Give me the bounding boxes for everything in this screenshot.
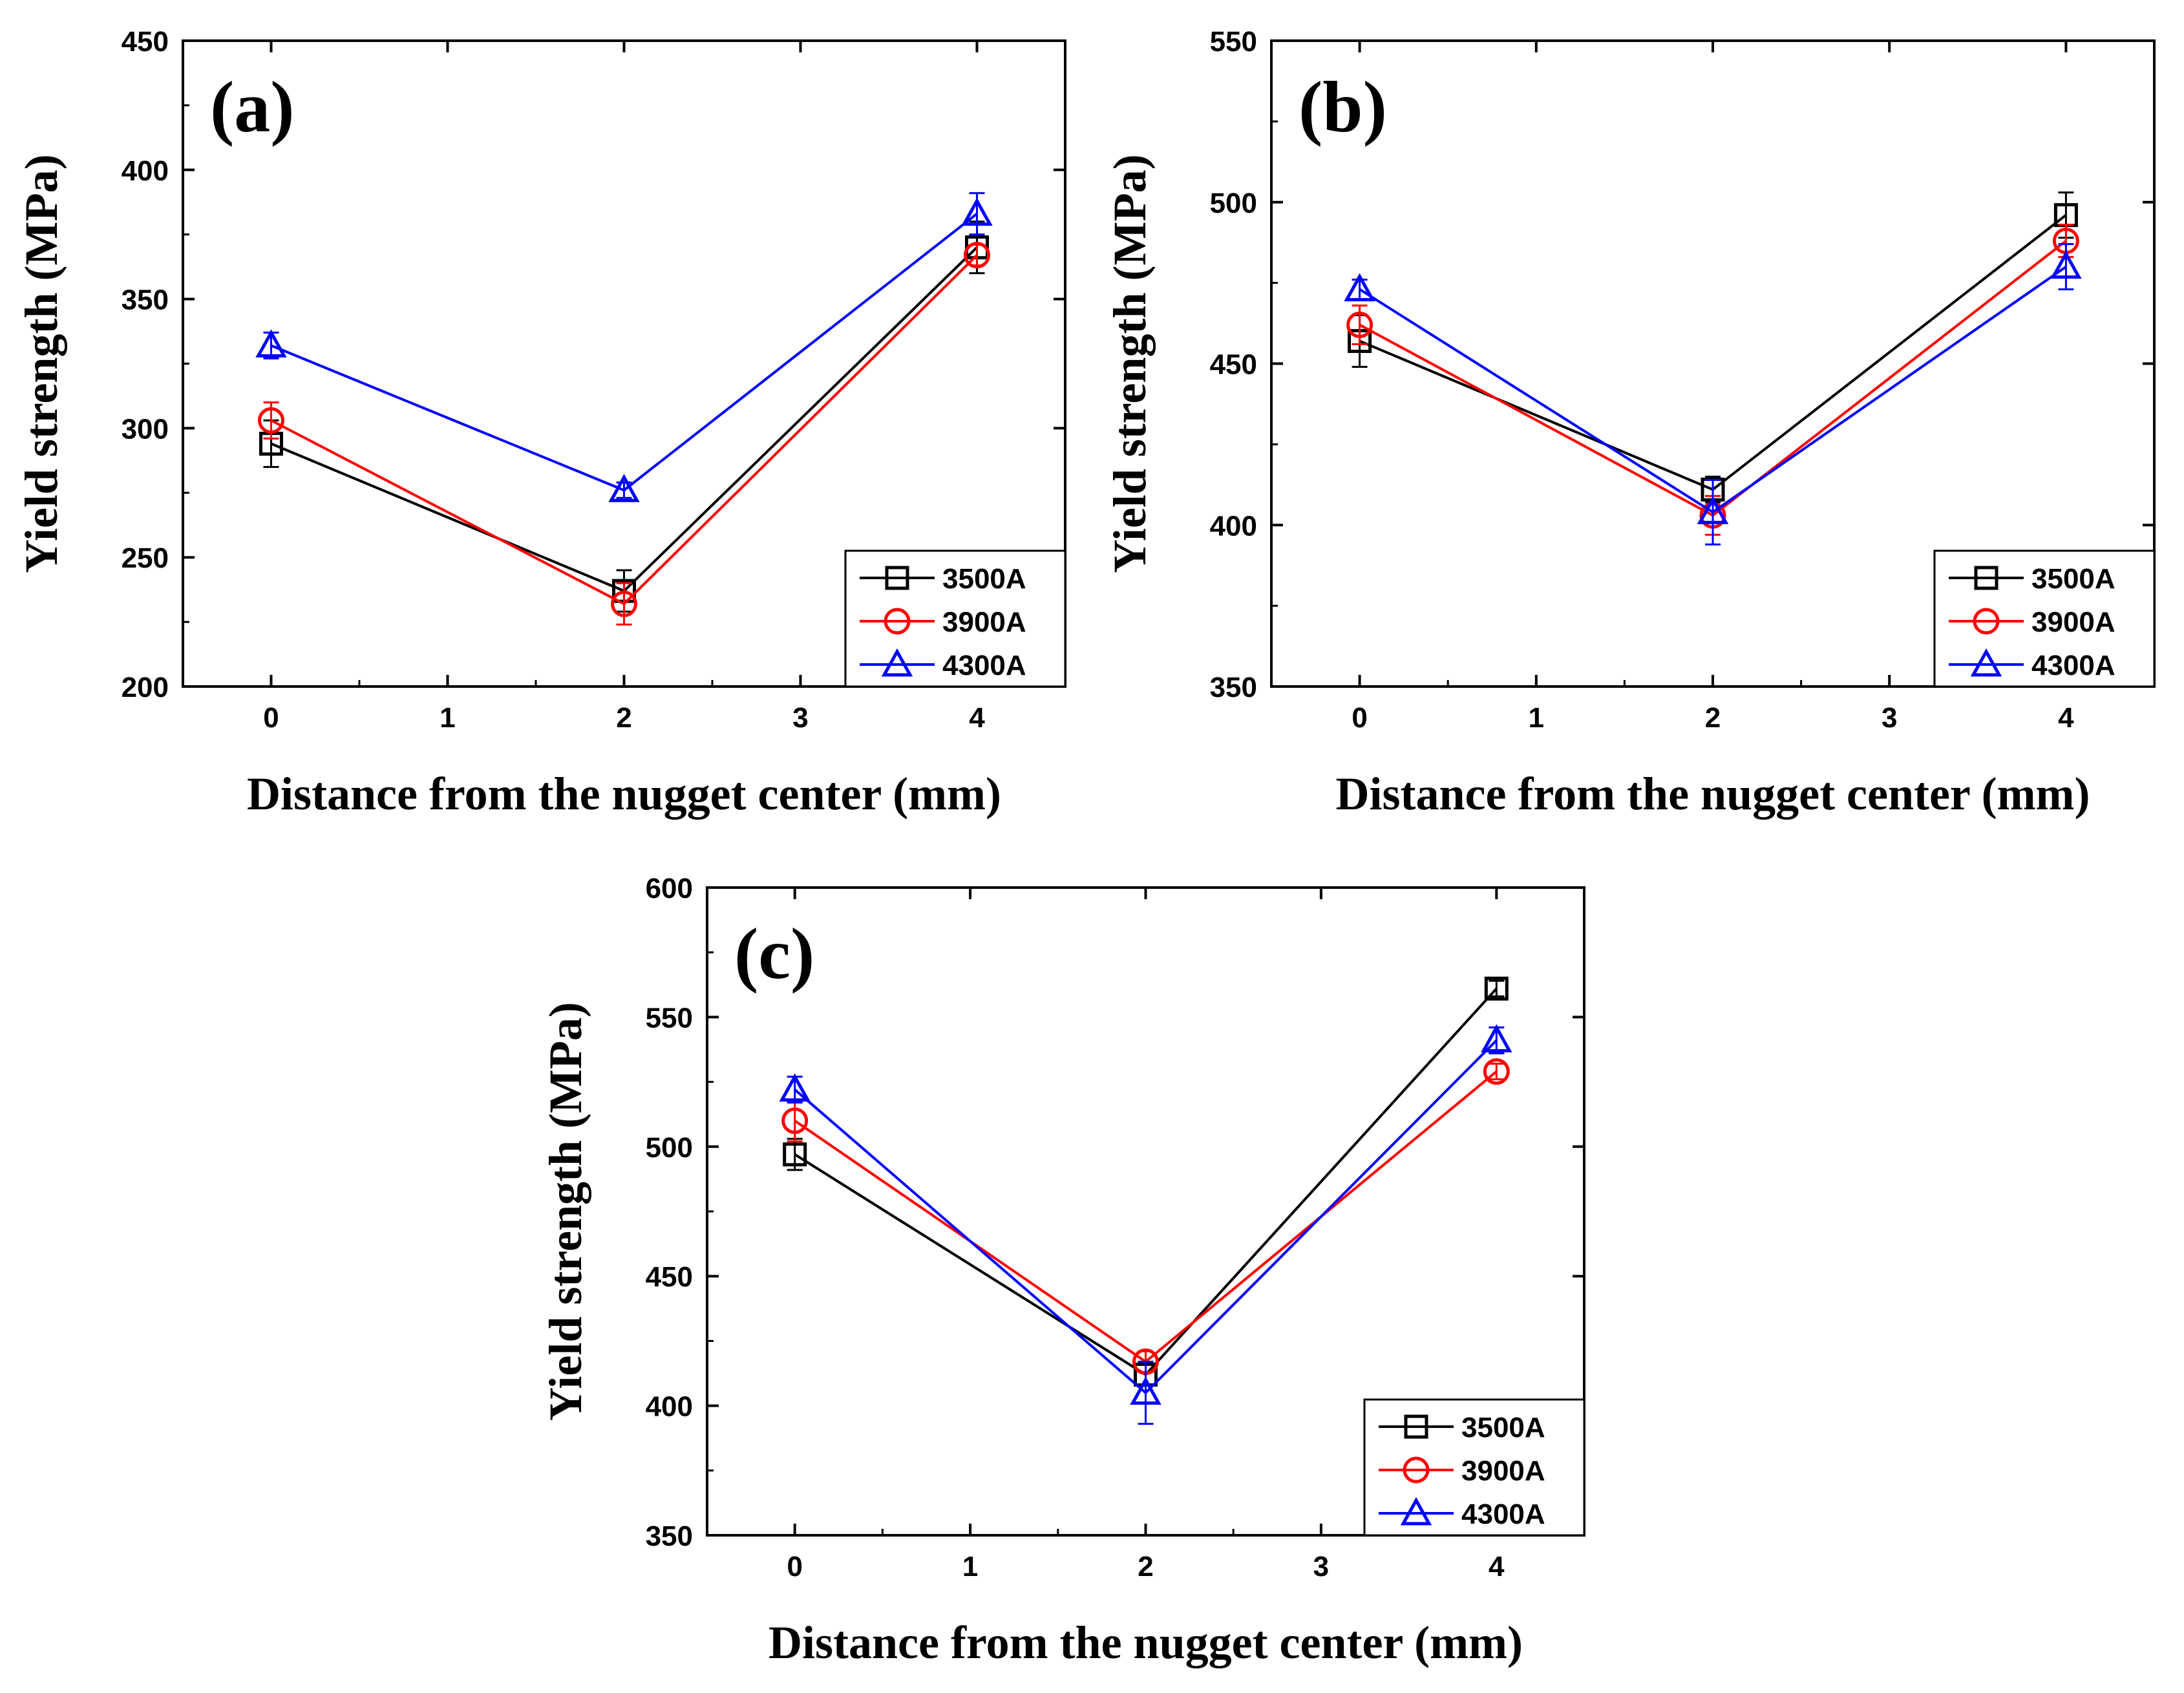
series-line-4300A xyxy=(1359,266,2067,514)
x-tick-label: 3 xyxy=(792,702,808,734)
legend-marker-4300A xyxy=(1970,648,2002,677)
legend-label-4300A: 4300A xyxy=(1461,1498,1545,1530)
x-axis-title: Distance from the nugget center (mm) xyxy=(769,1617,1523,1668)
legend-marker-3900A xyxy=(884,608,911,635)
legend-marker-3500A xyxy=(1404,1414,1428,1439)
x-tick-label: 3 xyxy=(1313,1551,1329,1582)
y-tick-label: 500 xyxy=(646,1132,693,1164)
x-tick-label: 0 xyxy=(1352,702,1367,734)
y-tick-label: 400 xyxy=(1210,510,1257,542)
chart-panel-c: 0 1 2 3 4 350 400 450 500 550 600 Distance from the… xyxy=(540,873,1585,1668)
x-tick-label: 1 xyxy=(1529,702,1544,734)
y-tick-label: 200 xyxy=(122,672,169,703)
y-tick-label: 350 xyxy=(122,284,169,316)
data-point-4300A xyxy=(2050,250,2082,279)
data-point-4300A xyxy=(961,197,993,226)
y-axis-title: Yield strength (MPa) xyxy=(540,1002,591,1421)
x-tick-label: 2 xyxy=(1705,702,1721,734)
data-point-4300A xyxy=(1130,1376,1161,1405)
y-tick-label: 550 xyxy=(646,1002,693,1034)
x-tick-label: 3 xyxy=(1882,702,1897,734)
legend-label-3900A: 3900A xyxy=(942,606,1026,638)
data-point-4300A xyxy=(1697,496,1729,524)
x-tick-label: 2 xyxy=(616,702,631,734)
y-tick-label: 400 xyxy=(122,155,169,187)
legend: 3500A 3900A 4300A xyxy=(1363,1398,1585,1537)
legend-marker-3500A xyxy=(1974,566,1998,590)
y-tick-label: 350 xyxy=(646,1520,693,1552)
data-point-3500A xyxy=(783,1142,807,1167)
y-tick-label: 250 xyxy=(122,542,169,574)
chart-panel-b: 0 1 2 3 4 350 400 450 500 550 Distance from the nu… xyxy=(1104,26,2156,820)
y-tick-label: 400 xyxy=(646,1391,693,1423)
data-point-3900A xyxy=(781,1107,809,1134)
y-tick-label: 450 xyxy=(1210,349,1257,381)
series-line-3900A xyxy=(1359,240,2067,517)
legend: 3500A 3900A 4300A xyxy=(1933,549,2156,688)
x-tick-label: 2 xyxy=(1138,1551,1153,1582)
x-tick-label: 0 xyxy=(263,702,279,734)
y-tick-label: 550 xyxy=(1210,26,1257,58)
series-4300A xyxy=(255,192,993,502)
series-3500A xyxy=(1348,191,2078,504)
legend-marker-3900A xyxy=(1403,1456,1430,1484)
chart-panel-a: 0 1 2 3 4 200 250 300 350 400 450 Distance from the… xyxy=(16,26,1066,820)
legend-label-3500A: 3500A xyxy=(1461,1412,1545,1443)
series-line-4300A xyxy=(794,1039,1498,1395)
data-point-3900A xyxy=(1346,312,1373,339)
y-tick-label: 350 xyxy=(1210,672,1257,703)
series-4300A xyxy=(779,1024,1512,1425)
legend-label-3500A: 3500A xyxy=(2031,563,2115,595)
x-tick-label: 0 xyxy=(787,1551,802,1582)
data-point-3500A xyxy=(1484,976,1509,1001)
series-line-3500A xyxy=(1359,214,2067,491)
legend-marker-3500A xyxy=(885,566,909,590)
legend-label-3500A: 3500A xyxy=(942,563,1026,595)
data-point-4300A xyxy=(1481,1024,1512,1052)
x-tick-label: 1 xyxy=(440,702,455,734)
data-point-3900A xyxy=(258,407,284,434)
panel-label: (b) xyxy=(1299,67,1387,147)
series-4300A xyxy=(1344,243,2082,546)
legend-marker-4300A xyxy=(881,648,913,677)
x-axis-title: Distance from the nugget center (mm) xyxy=(1335,768,2090,820)
legend-label-4300A: 4300A xyxy=(942,650,1026,681)
series-line-3500A xyxy=(270,246,978,593)
legend-label-4300A: 4300A xyxy=(2031,650,2115,681)
data-point-4300A xyxy=(255,329,287,358)
data-point-3900A xyxy=(1483,1058,1510,1085)
x-tick-label: 4 xyxy=(969,702,985,734)
legend-marker-3900A xyxy=(1973,608,2000,635)
x-axis-title: Distance from the nugget center (mm) xyxy=(247,768,1001,820)
x-tick-label: 1 xyxy=(962,1551,978,1582)
data-point-4300A xyxy=(779,1073,811,1102)
y-axis-title: Yield strength (MPa) xyxy=(1104,154,1156,573)
series-line-3900A xyxy=(794,1070,1498,1363)
y-axis-title: Yield strength (MPa) xyxy=(16,154,67,573)
series-3500A xyxy=(783,976,1509,1387)
x-tick-label: 4 xyxy=(1489,1551,1505,1582)
y-tick-label: 300 xyxy=(122,413,169,445)
x-tick-label: 4 xyxy=(2058,702,2074,734)
legend-marker-4300A xyxy=(1400,1496,1432,1526)
y-tick-label: 450 xyxy=(122,26,169,58)
y-tick-label: 600 xyxy=(646,873,693,904)
y-tick-label: 500 xyxy=(1210,187,1257,219)
legend-label-3900A: 3900A xyxy=(2031,606,2115,638)
panel-label: (c) xyxy=(734,914,814,994)
data-point-4300A xyxy=(1344,273,1375,302)
data-point-4300A xyxy=(608,474,640,502)
data-point-3900A xyxy=(611,590,637,617)
y-tick-label: 450 xyxy=(646,1261,693,1293)
legend-label-3900A: 3900A xyxy=(1461,1455,1545,1487)
panel-label: (a) xyxy=(210,67,295,147)
legend: 3500A 3900A 4300A xyxy=(844,549,1066,688)
series-3900A xyxy=(258,242,990,626)
data-point-3900A xyxy=(964,242,990,269)
